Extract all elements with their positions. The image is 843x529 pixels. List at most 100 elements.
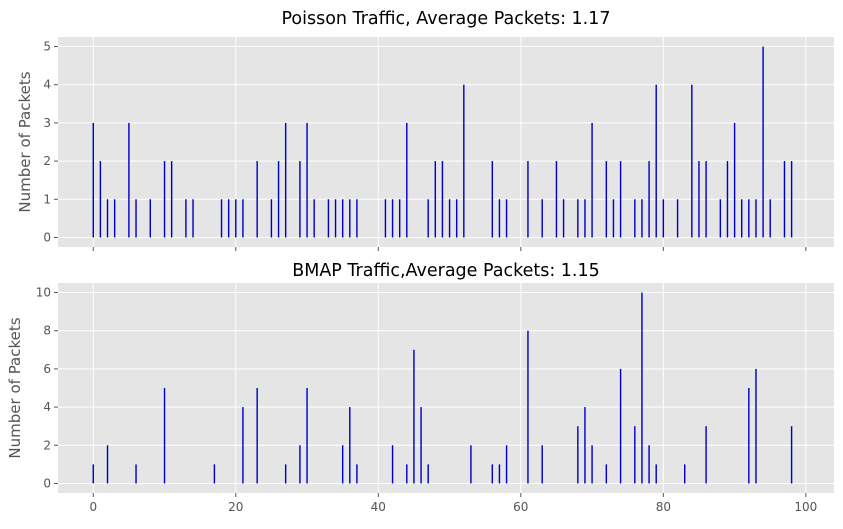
bar [491, 161, 494, 238]
y-tick-label: 3 [43, 116, 51, 130]
y-axis-label: Number of Packets [6, 317, 24, 458]
bar [619, 368, 622, 484]
bar [591, 445, 593, 484]
bar [306, 388, 308, 484]
poisson-chart: 0 1 2 3 4 5 Poisson Traffic, Average Packets:… [16, 9, 834, 251]
y-tick-label: 2 [43, 438, 51, 452]
bar [577, 199, 579, 238]
bar [498, 199, 501, 238]
y-tick-label: 4 [43, 400, 51, 414]
x-ticks [92, 247, 807, 251]
bar [106, 445, 109, 484]
bar [106, 199, 109, 238]
bar [648, 161, 650, 238]
bars [92, 292, 793, 484]
bar [790, 161, 793, 238]
bar [783, 161, 786, 238]
bar [149, 199, 151, 238]
bar [341, 199, 344, 238]
bar [719, 199, 722, 238]
chart-title: BMAP Traffic,Average Packets: 1.15 [292, 261, 600, 281]
bar [790, 426, 793, 484]
gridlines [58, 37, 834, 247]
x-ticks: 0 20 40 60 80 100 [89, 493, 817, 514]
bars [92, 46, 793, 238]
bar [612, 199, 615, 238]
bar [684, 464, 686, 484]
bar [748, 388, 750, 484]
y-tick-label: 6 [43, 362, 51, 376]
bar [242, 407, 244, 484]
bar [634, 199, 636, 238]
bar [655, 84, 657, 238]
bar [762, 46, 764, 238]
gridlines [58, 283, 834, 493]
x-tick-label: 20 [228, 500, 243, 514]
bar [619, 161, 622, 238]
bar [705, 161, 707, 238]
bar [427, 199, 429, 238]
bar [420, 407, 422, 484]
bar [135, 464, 137, 484]
bar [698, 161, 700, 238]
bar [676, 199, 679, 238]
bar [242, 199, 244, 238]
bar [655, 464, 657, 484]
bar [256, 161, 258, 238]
bar [448, 199, 451, 238]
bar [299, 161, 301, 238]
x-tick-label: 60 [513, 500, 528, 514]
bar [349, 407, 351, 484]
bar [92, 122, 94, 238]
bar [334, 199, 337, 238]
bar [284, 122, 287, 238]
bar [256, 388, 258, 484]
bar [391, 199, 394, 238]
bar [441, 161, 444, 238]
y-tick-label: 8 [43, 324, 51, 338]
bar [341, 445, 344, 484]
bar [748, 199, 750, 238]
y-tick-label: 0 [43, 476, 51, 490]
bar [192, 199, 194, 238]
bar [491, 464, 494, 484]
bar [705, 426, 707, 484]
bar [398, 199, 401, 238]
bar [227, 199, 230, 238]
bar [733, 122, 736, 238]
bar [527, 161, 529, 238]
bar [634, 426, 636, 484]
bar [277, 161, 280, 238]
bar [327, 199, 330, 238]
bar [413, 349, 415, 484]
bar [755, 368, 757, 484]
bar [505, 199, 508, 238]
bar [605, 161, 608, 238]
y-tick-label: 5 [43, 40, 51, 54]
bar [99, 161, 102, 238]
bar [356, 464, 358, 484]
bar [163, 388, 166, 484]
bar [691, 84, 693, 238]
bar [306, 122, 308, 238]
bar [577, 426, 579, 484]
bar [406, 122, 408, 238]
bar [235, 199, 237, 238]
y-tick-label: 2 [43, 154, 51, 168]
bar [299, 445, 301, 484]
y-tick-label: 0 [43, 230, 51, 244]
bar [113, 199, 116, 238]
x-tick-label: 40 [371, 500, 386, 514]
bar [755, 199, 757, 238]
bar [349, 199, 351, 238]
y-ticks: 0 2 4 6 8 10 [36, 286, 58, 490]
bar [741, 199, 743, 238]
bar [555, 161, 558, 238]
bar [641, 292, 643, 484]
bar [135, 199, 137, 238]
bar [163, 161, 166, 238]
bar [541, 445, 543, 484]
bmap-chart: 0 20 40 60 80 100 0 2 4 6 8 10 BMAP Traffic,Averag… [6, 261, 834, 514]
bar [662, 199, 665, 238]
